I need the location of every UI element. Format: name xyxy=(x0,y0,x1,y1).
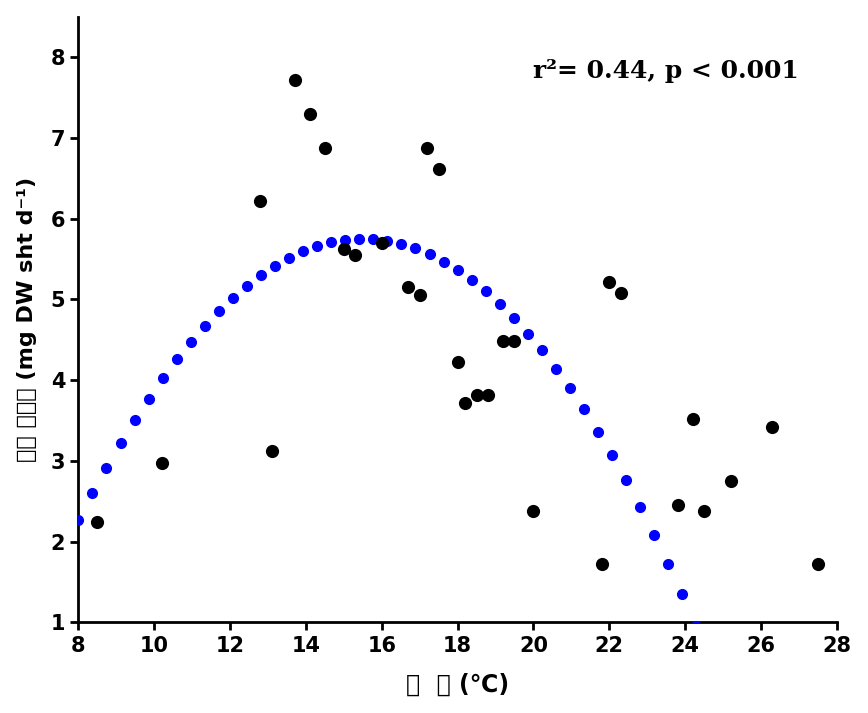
Point xyxy=(348,250,362,261)
Point xyxy=(303,108,317,119)
Point xyxy=(470,389,483,401)
Point xyxy=(481,389,495,401)
Point xyxy=(671,500,685,511)
Point xyxy=(431,163,445,174)
Point xyxy=(811,558,825,570)
Point xyxy=(724,476,738,487)
Point xyxy=(458,397,472,409)
Point xyxy=(420,142,434,153)
Point xyxy=(614,287,628,299)
Point xyxy=(697,506,711,517)
Point xyxy=(508,336,522,347)
Point xyxy=(686,414,700,425)
Point xyxy=(265,446,279,457)
Point xyxy=(253,195,267,207)
Point xyxy=(318,142,332,153)
Point xyxy=(595,558,608,570)
Text: r²= 0.44, p < 0.001: r²= 0.44, p < 0.001 xyxy=(534,59,799,83)
Point xyxy=(90,515,104,527)
Point xyxy=(287,74,301,86)
Point xyxy=(602,276,616,287)
Y-axis label: 일일 생산성 (mg DW sht d⁻¹): 일일 생산성 (mg DW sht d⁻¹) xyxy=(16,177,36,462)
Point xyxy=(496,336,510,347)
Point xyxy=(401,282,415,293)
Point xyxy=(375,237,389,249)
Point xyxy=(450,356,464,368)
Point xyxy=(155,458,168,469)
Point xyxy=(413,289,427,301)
X-axis label: 수  온 (℃): 수 온 (℃) xyxy=(406,672,510,697)
Point xyxy=(527,506,541,517)
Point xyxy=(337,244,351,255)
Point xyxy=(766,421,779,433)
